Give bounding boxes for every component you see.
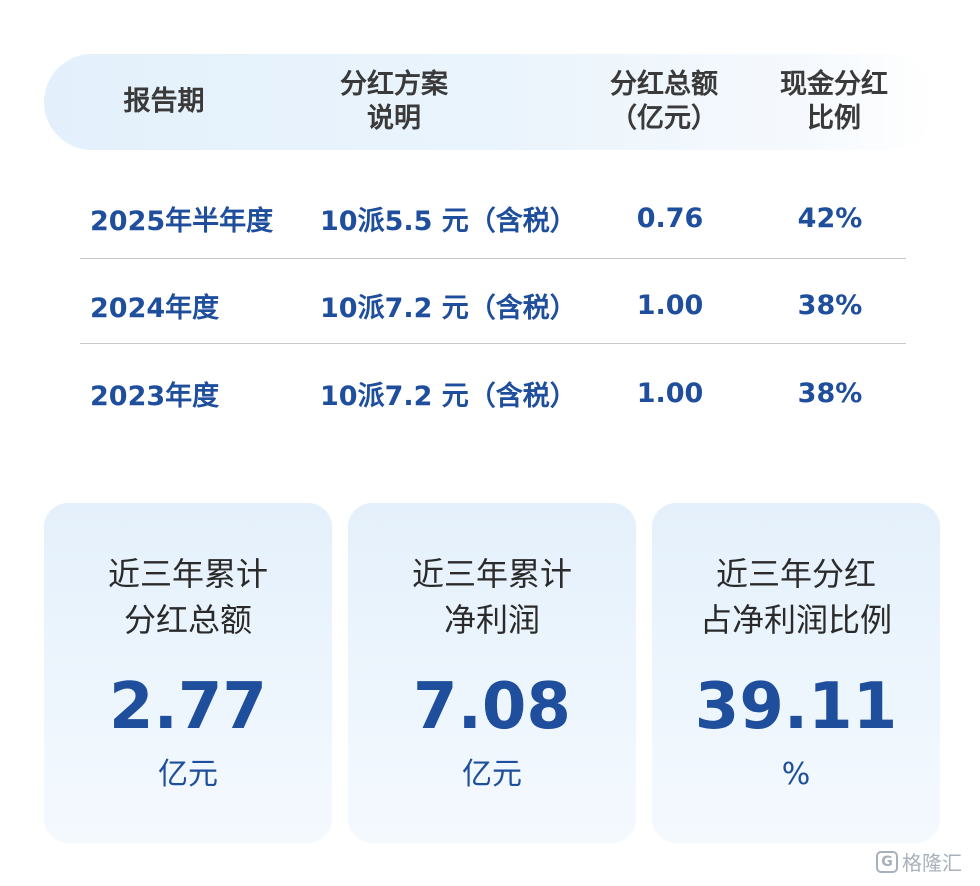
cell-ratio: 42% <box>797 202 863 234</box>
cell-total: 1.00 <box>636 377 704 409</box>
gelonghui-logo-icon: G <box>876 850 898 873</box>
card-value: 2.77 <box>109 670 267 744</box>
watermark-text: 格隆汇 <box>902 851 962 875</box>
table-row: 2023年度 10派7.2 元（含税） 1.00 38% <box>0 363 980 423</box>
cell-period: 2025年半年度 <box>90 205 274 237</box>
card-value: 39.11 <box>694 670 898 744</box>
row-divider <box>80 258 906 259</box>
cell-total: 1.00 <box>636 289 704 321</box>
stat-card-dividend-total: 近三年累计 分红总额 2.77 亿元 <box>44 503 332 843</box>
cell-plan: 10派7.2 元（含税） <box>320 292 577 324</box>
table-header: 报告期 分红方案 说明 分红总额 （亿元） 现金分红 比例 <box>44 54 936 150</box>
header-ratio: 现金分红 比例 <box>780 69 888 134</box>
row-divider <box>80 343 906 344</box>
cell-plan: 10派5.5 元（含税） <box>320 205 577 237</box>
table-row: 2024年度 10派7.2 元（含税） 1.00 38% <box>0 275 980 335</box>
card-unit: 亿元 <box>158 757 218 792</box>
card-title: 近三年累计 净利润 <box>411 555 572 639</box>
cell-period: 2023年度 <box>90 380 220 412</box>
header-total: 分红总额 （亿元） <box>610 69 718 134</box>
card-title: 近三年累计 分红总额 <box>107 555 268 639</box>
stat-card-net-profit: 近三年累计 净利润 7.08 亿元 <box>348 503 636 843</box>
watermark: G 格隆汇 <box>876 847 962 876</box>
cell-ratio: 38% <box>797 377 863 409</box>
cell-period: 2024年度 <box>90 292 220 324</box>
card-unit: 亿元 <box>462 757 522 792</box>
cell-total: 0.76 <box>636 202 704 234</box>
cell-plan: 10派7.2 元（含税） <box>320 380 577 412</box>
card-unit: % <box>781 757 811 792</box>
cell-ratio: 38% <box>797 289 863 321</box>
card-value: 7.08 <box>413 670 571 744</box>
stat-card-payout-ratio: 近三年分红 占净利润比例 39.11 % <box>652 503 940 843</box>
table-row: 2025年半年度 10派5.5 元（含税） 0.76 42% <box>0 188 980 248</box>
header-plan: 分红方案 说明 <box>340 69 448 134</box>
header-period: 报告期 <box>123 86 205 117</box>
card-title: 近三年分红 占净利润比例 <box>699 555 892 639</box>
